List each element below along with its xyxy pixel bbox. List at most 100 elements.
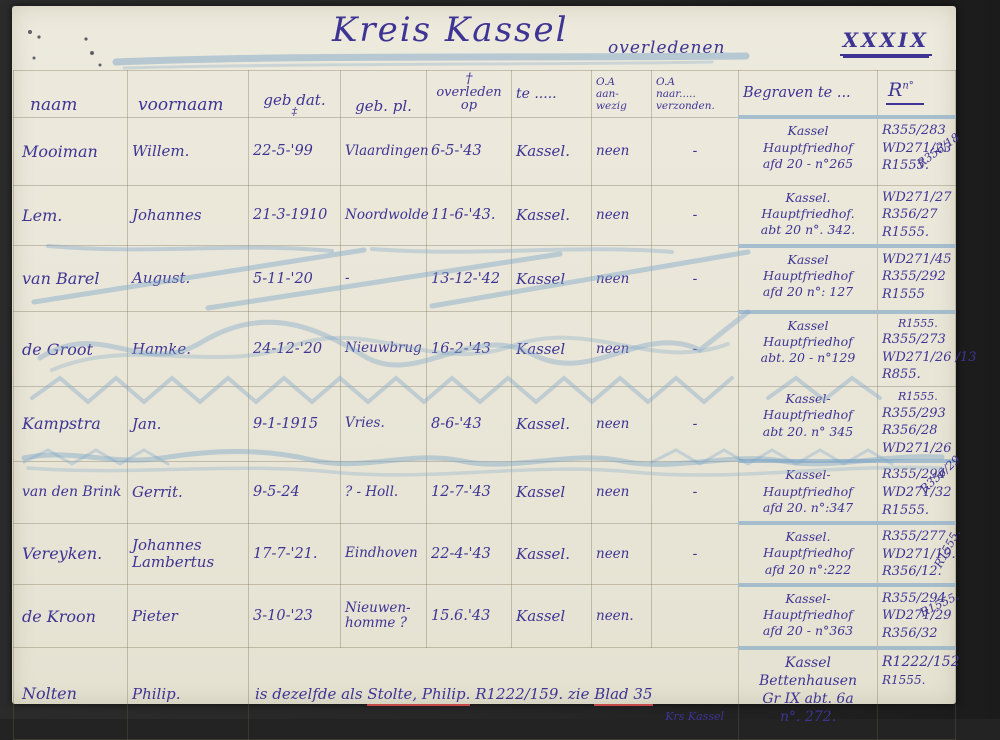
double-dagger-mark: ‡ — [291, 104, 298, 118]
cell-oa-verzonden: - — [651, 184, 739, 247]
table-row: de Kroon Pieter 3-10-'23 Nieuwen- homme … — [13, 584, 962, 650]
oa-line: naar..... — [656, 87, 696, 100]
cell-geb-dat: 9-1-1915 — [248, 386, 341, 462]
cell-geb-pl: Nieuwbrug — [340, 311, 427, 387]
cell-voornaam: Pieter — [127, 584, 249, 649]
cell-voornaam: Johannes Lambertus — [127, 522, 249, 586]
cell-geb-pl: Vlaardingen — [340, 116, 429, 186]
cell-voornaam: Johannes — [127, 184, 249, 247]
cell-geb-dat: 9-5-24 — [248, 460, 341, 524]
cell-oa-aanwezig: neen. — [591, 584, 652, 649]
cell-voornaam: Hamke. — [127, 311, 249, 387]
cell-r-no: R1555. R355/273 WD271/26 /13 R855. — [877, 311, 977, 387]
col-header-te: te ..... — [511, 70, 592, 118]
cell-naam: van Barel — [13, 245, 128, 313]
cell-begraven-te: Kassel Hauptfriedhof afd 20 n°: 127 — [738, 245, 878, 314]
cell-begraven-te: Kassel- Hauptfriedhof afd 20 - n°363 — [738, 584, 878, 650]
col-header-geb-dat: geb dat. ‡ — [248, 70, 341, 118]
cell-oa-aanwezig: neen — [591, 522, 652, 586]
cell-te: Kassel. — [511, 116, 592, 186]
table-row: van den Brink Gerrit. 9-5-24 ? - Holl. 1… — [13, 453, 963, 526]
cell-r-no: R355/294 WD271/29 R356/32 R1555. — [877, 584, 962, 650]
cell-naam: Kampstra — [13, 386, 128, 462]
cell-oa-verzonden: - — [651, 386, 739, 462]
col-header-r-no: Rn° — [877, 70, 956, 120]
cell-voornaam: August. — [127, 245, 249, 313]
cell-overleden-op: 8-6-'43 — [426, 386, 512, 462]
cell-oa-aanwezig: neen — [591, 311, 652, 387]
cell-geb-pl: Vries. — [340, 386, 427, 462]
cell-begraven-te: Kassel Bettenhausen Gr IX abt. 6a n°. 272. — [738, 647, 878, 740]
table-row: Lem. Johannes 21-3-1910 Noordwolde 11-6-… — [13, 184, 956, 248]
cell-oa-aanwezig: neen — [591, 386, 652, 462]
cell-geb-dat: 3-10-'23 — [248, 584, 341, 649]
cell-begraven-te: Kassel- Hauptfriedhof afd 20. n°:347 — [738, 460, 878, 526]
cell-overleden-op: 12-7-'43 — [426, 460, 512, 524]
oa-line: O.A — [596, 75, 615, 88]
cell-geb-pl: Noordwolde — [340, 184, 429, 247]
cell-oa-verzonden — [651, 584, 739, 649]
cell-geb-dat: 21-3-1910 — [248, 184, 341, 247]
cell-geb-pl: Eindhoven — [340, 522, 427, 586]
cell-naam: van den Brink — [13, 460, 128, 524]
cell-r-no: R1222/152 R1555. — [877, 647, 960, 740]
cell-oa-verzonden: - — [651, 460, 739, 524]
cell-r-no: R355/283 WD271/23 R1555. R356/18 — [877, 116, 962, 186]
cell-r-no: R355/294 WD271/32 R1555. R356/29 — [877, 453, 963, 526]
cell-r-no: WD271/27 R356/27 R1555. — [877, 184, 956, 248]
header-row: naam voornaam geb dat. ‡ geb. pl. † over… — [13, 70, 956, 120]
cell-r-no: R1555. R355/293 R356/28 WD271/26 — [877, 386, 956, 464]
cell-geb-dat: 24-12-'20 — [248, 311, 341, 387]
cell-te: Kassel. — [511, 386, 592, 462]
cell-overleden-op: 6-5-'43 — [426, 116, 512, 186]
table-row: de Groot Hamke. 24-12-'20 Nieuwbrug 16-2… — [13, 311, 977, 387]
table-row: Vereyken. Johannes Lambertus 17-7-'21. E… — [13, 522, 963, 587]
cell-begraven-te: Kassel. Hauptfriedhof. abt 20 n°. 342. — [738, 184, 878, 248]
cell-r-no: R355/277 WD271/19. R356/12. R1555. — [877, 522, 963, 587]
oa-line: wezig — [596, 99, 627, 112]
cell-geb-dat: 22-5-'99 — [248, 116, 341, 186]
col-header-begraven-te: Begraven te ... — [738, 70, 878, 120]
cell-naam: de Kroon — [13, 584, 128, 649]
card-title: Kreis Kassel — [332, 10, 569, 50]
cell-r-no: WD271/45 R355/292 R1555 — [877, 245, 956, 314]
cell-te: Kassel — [511, 584, 592, 649]
cell-overleden-op: 15.6.'43 — [426, 584, 512, 649]
cell-geb-pl: - — [340, 245, 427, 313]
cell-overleden-op: 16-2-'43 — [426, 311, 512, 387]
cell-oa-aanwezig: neen — [591, 245, 652, 313]
cell-voornaam: Philip. — [127, 647, 249, 740]
cell-note: is dezelfde als Stolte, Philip. R1222/15… — [248, 647, 739, 740]
col-header-geb-pl: geb. pl. — [340, 70, 427, 118]
cell-voornaam: Jan. — [127, 386, 249, 462]
cell-naam: de Groot — [13, 311, 128, 387]
cell-oa-verzonden: - — [651, 311, 739, 387]
col-header-overleden-op: † overleden op — [426, 70, 512, 118]
cell-begraven-te: Kassel- Hauptfriedhof abt 20. n° 345 — [738, 386, 878, 464]
cell-geb-dat: 5-11-'20 — [248, 245, 341, 313]
oa-line: verzonden. — [656, 99, 715, 112]
table-row: Kampstra Jan. 9-1-1915 Vries. 8-6-'43 Ka… — [13, 386, 956, 464]
cell-te: Kassel. — [511, 184, 592, 247]
cell-oa-aanwezig: neen — [591, 116, 652, 186]
oa-line: aan- — [596, 87, 619, 100]
cell-naam: Lem. — [13, 184, 128, 247]
cell-begraven-te: Kassel Hauptfriedhof abt. 20 - n°129 — [738, 311, 878, 387]
col-header-oa-aanwezig: O.A aan- wezig — [591, 70, 652, 118]
page-number: XXXIX — [839, 28, 932, 56]
cell-oa-verzonden: - — [651, 116, 739, 186]
cell-naam: Vereyken. — [13, 522, 128, 586]
cell-voornaam: Willem. — [127, 116, 249, 186]
cell-oa-verzonden: - — [651, 522, 739, 586]
cell-oa-aanwezig: neen — [591, 460, 652, 524]
cell-te: Kassel — [511, 311, 592, 387]
ink-specks — [28, 30, 102, 67]
cell-overleden-op: 13-12-'42 — [426, 245, 512, 313]
cell-te: Kassel. — [511, 522, 592, 586]
register-table: naam voornaam geb dat. ‡ geb. pl. † over… — [13, 70, 977, 740]
cell-geb-pl: Nieuwen- homme ? — [340, 584, 427, 649]
cell-begraven-te: Kassel Hauptfriedhof afd 20 - n°265 — [738, 116, 878, 186]
cell-te: Kassel — [511, 245, 592, 313]
oa-line: O.A — [656, 75, 675, 88]
